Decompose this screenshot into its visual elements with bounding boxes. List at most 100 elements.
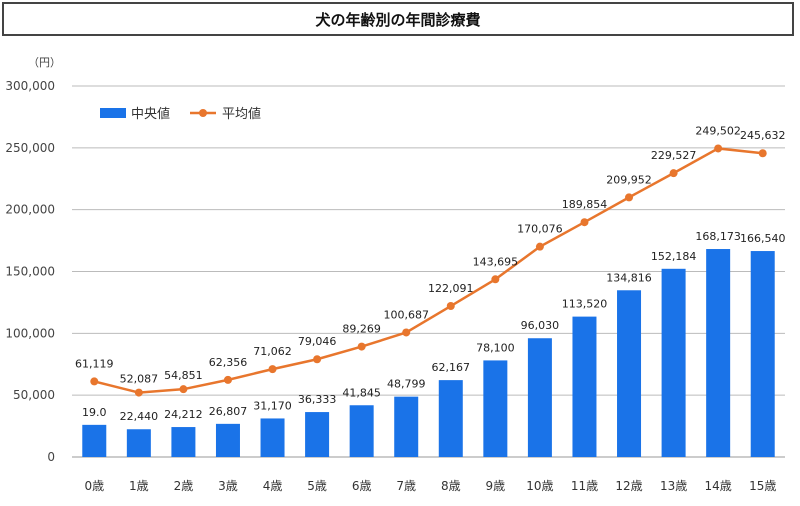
median-bar-label: 24,212 [164, 408, 203, 421]
average-point [758, 149, 767, 158]
average-point [669, 169, 678, 178]
average-line-labels: 61,119 52,087 54,851 62,356 71,062 79,046 89,2… [75, 124, 785, 385]
average-point-label: 170,076 [517, 223, 563, 236]
median-bar-label: 41,845 [342, 386, 381, 399]
median-bar [438, 380, 463, 457]
y-tick-label: 300,000 [5, 79, 55, 93]
average-point [446, 302, 455, 311]
average-point-label: 209,952 [606, 173, 652, 186]
x-tick-label: 9歳 [486, 479, 506, 493]
x-tick-label: 11歳 [571, 479, 598, 493]
legend: 中央値 平均値 [100, 106, 261, 122]
y-tick-label: 0 [47, 450, 55, 464]
average-point-label: 189,854 [562, 198, 608, 211]
x-tick-label: 8歳 [441, 479, 461, 493]
x-tick-label: 14歳 [705, 479, 732, 493]
x-tick-label: 15歳 [749, 479, 776, 493]
median-bar-label: 36,333 [298, 393, 337, 406]
median-bar [527, 338, 552, 457]
median-bar [572, 316, 597, 457]
average-point-label: 52,087 [120, 373, 159, 386]
median-bar [305, 412, 330, 457]
median-bar-label: 152,184 [651, 250, 697, 263]
x-tick-label: 12歳 [615, 479, 642, 493]
median-bar [260, 418, 285, 457]
average-point-label: 79,046 [298, 335, 337, 348]
median-bar [617, 290, 642, 457]
x-tick-label: 6歳 [352, 479, 372, 493]
average-point-label: 89,269 [342, 323, 381, 336]
median-bar [706, 249, 731, 457]
median-bar-labels: 19.0 22,440 24,212 26,807 31,170 36,333 41,845… [82, 230, 785, 423]
y-tick-label: 200,000 [5, 203, 55, 217]
median-bar-label: 166,540 [740, 232, 786, 245]
average-point [625, 193, 634, 202]
legend-swatch-median [100, 108, 126, 118]
average-point-label: 229,527 [651, 149, 697, 162]
median-bar-label: 78,100 [476, 341, 515, 354]
average-point [491, 275, 500, 284]
y-tick-label: 250,000 [5, 141, 55, 155]
average-point [535, 242, 544, 251]
average-point-label: 54,851 [164, 369, 203, 382]
average-point [402, 328, 411, 337]
average-point [179, 385, 188, 394]
average-point-label: 122,091 [428, 282, 474, 295]
median-bar-label: 134,816 [606, 271, 652, 284]
average-point-label: 100,687 [383, 308, 429, 321]
y-axis-ticks: 0 50,000 100,000 150,000 200,000 250,000 300,0… [5, 79, 55, 464]
legend-marker-average [199, 109, 207, 117]
median-bar-label: 113,520 [562, 298, 608, 311]
median-bar [394, 396, 419, 457]
average-line [93, 147, 763, 394]
x-tick-label: 0歳 [84, 479, 104, 493]
y-tick-label: 100,000 [5, 326, 55, 340]
median-bar-label: 26,807 [209, 405, 248, 418]
average-point-label: 62,356 [209, 356, 248, 369]
x-tick-label: 7歳 [396, 479, 416, 493]
average-point [268, 365, 277, 374]
median-bar [126, 429, 151, 457]
median-bar [171, 427, 196, 457]
median-bar-label: 96,030 [521, 319, 560, 332]
x-tick-label: 3歳 [218, 479, 238, 493]
average-point-label: 245,632 [740, 129, 786, 142]
x-tick-label: 5歳 [307, 479, 327, 493]
average-point [580, 218, 589, 227]
average-point [90, 377, 99, 386]
average-point-label: 71,062 [253, 345, 292, 358]
average-point [223, 375, 232, 384]
average-point-label: 143,695 [473, 255, 519, 268]
x-tick-label: 1歳 [129, 479, 149, 493]
x-tick-label: 13歳 [660, 479, 687, 493]
legend-label-average: 平均値 [222, 106, 261, 122]
average-point-label: 249,502 [695, 124, 741, 137]
legend-label-median: 中央値 [131, 106, 170, 122]
median-bar [483, 360, 508, 457]
median-bar-label: 31,170 [253, 399, 292, 412]
median-bar [750, 251, 775, 457]
median-bar [82, 424, 107, 457]
median-bar [661, 268, 686, 457]
y-tick-label: 50,000 [13, 388, 55, 402]
median-bar-label: 168,173 [695, 230, 741, 243]
median-bar [215, 423, 240, 457]
average-point [357, 342, 366, 351]
median-bar-label: 19.0 [82, 406, 107, 419]
chart-title: 犬の年齢別の年間診療費 [2, 2, 794, 36]
median-bar-label: 22,440 [120, 410, 159, 423]
median-bar-label: 48,799 [387, 378, 426, 391]
average-point-label: 61,119 [75, 357, 114, 370]
average-line-layer [90, 144, 767, 397]
median-bars [82, 249, 775, 457]
median-bar [349, 405, 374, 457]
x-tick-label: 2歳 [174, 479, 194, 493]
median-bar-label: 62,167 [432, 361, 471, 374]
average-point [313, 355, 322, 364]
x-axis-ticks: 0歳 1歳 2歳 3歳 4歳 5歳 6歳 7歳 8歳 9歳 10歳 11歳 12歳 13歳 14歳 15歳 [84, 479, 776, 493]
y-tick-label: 150,000 [5, 265, 55, 279]
y-unit-label: （円） [28, 56, 61, 69]
x-tick-label: 10歳 [526, 479, 553, 493]
x-tick-label: 4歳 [263, 479, 283, 493]
